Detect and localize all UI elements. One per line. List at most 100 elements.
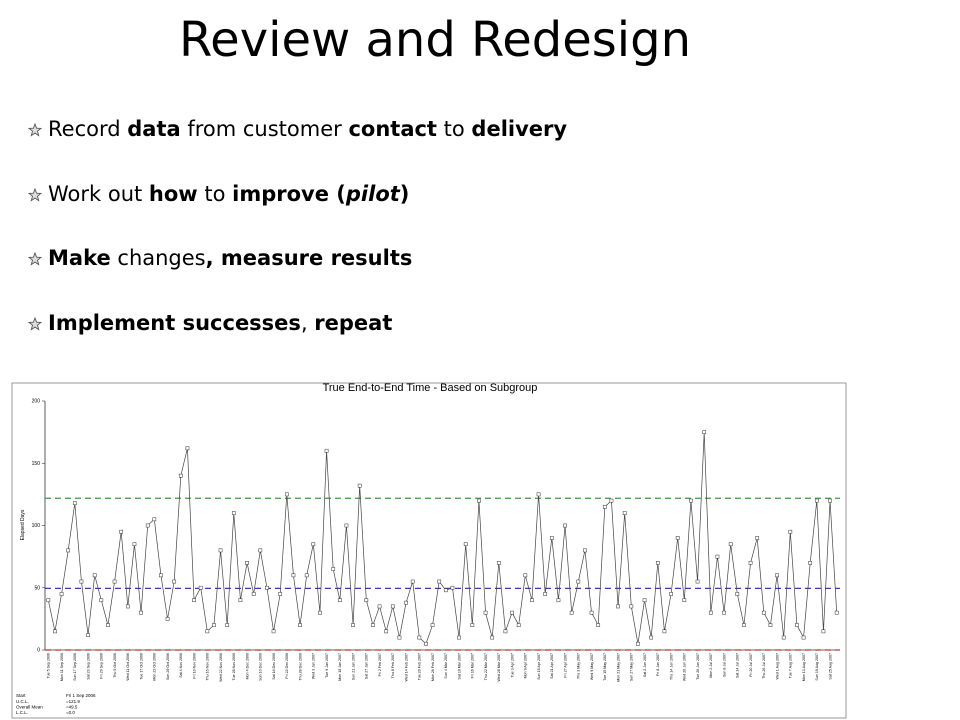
data-point xyxy=(814,498,819,503)
x-tick-label: Sun 8 Jul 2007 xyxy=(722,653,726,677)
data-point xyxy=(337,598,342,603)
data-point xyxy=(238,598,243,603)
x-tick-label: Wed 11 Oct 2006 xyxy=(126,653,130,681)
bullet-text: ) xyxy=(399,182,410,206)
data-line xyxy=(47,432,838,645)
data-point xyxy=(523,573,528,578)
data-point xyxy=(351,623,355,627)
data-point xyxy=(245,561,249,565)
data-point xyxy=(596,623,601,627)
data-point xyxy=(139,610,143,615)
x-tick-label: Thu 26 Jul 2007 xyxy=(762,653,766,679)
x-tick-label: Mon 13 Aug 2007 xyxy=(802,653,806,681)
x-tick-label: Wed 3 Jan 2007 xyxy=(312,653,316,679)
x-tick-label: Sun 27 May 2007 xyxy=(630,653,634,681)
x-tick-label: Fri 8 Jun 2007 xyxy=(656,653,660,676)
y-tick-label: 0 xyxy=(37,648,40,654)
bullet-text: changes xyxy=(110,246,206,270)
x-tick-label: Thu 14 Jun 2007 xyxy=(669,653,673,680)
bullet-icon xyxy=(27,251,43,266)
data-point xyxy=(298,623,302,627)
bullet-text: from customer xyxy=(180,117,349,141)
data-point xyxy=(178,473,183,478)
data-point xyxy=(132,542,137,547)
data-point xyxy=(616,604,620,609)
y-tick-label: 200 xyxy=(32,399,41,405)
x-tick-label: Thu 22 Mar 2007 xyxy=(484,653,488,680)
x-tick-label: Tue 28 Nov 2006 xyxy=(232,653,236,680)
bullet-text: Implement successes xyxy=(48,311,301,335)
data-point xyxy=(682,598,687,603)
data-point xyxy=(609,498,614,503)
x-tick-label: Tue 7 Aug 2007 xyxy=(789,653,793,678)
legend-value: =49.5 xyxy=(66,705,78,710)
data-point xyxy=(384,629,389,634)
data-point xyxy=(463,542,468,547)
x-tick-label: Sun 21 Jan 2007 xyxy=(351,653,355,680)
data-point xyxy=(218,548,223,553)
data-point xyxy=(331,567,336,571)
data-point xyxy=(602,504,607,509)
bullet-text: , xyxy=(300,311,315,335)
bullet-text: improve ( xyxy=(232,182,346,206)
data-point xyxy=(689,498,693,503)
bullet-text: Record xyxy=(48,117,128,141)
data-point xyxy=(119,529,124,534)
chart: True End-to-End Time - Based on Subgroup… xyxy=(11,382,847,719)
data-point xyxy=(397,635,402,640)
data-point xyxy=(722,610,726,615)
data-point xyxy=(788,529,793,534)
legend-value: =0.0 xyxy=(66,710,75,715)
data-point xyxy=(735,592,740,596)
bullet-icon xyxy=(27,316,43,331)
x-tick-label: Tue 3 Apr 2007 xyxy=(510,653,514,677)
data-point xyxy=(318,610,322,615)
data-point xyxy=(99,598,104,603)
bullet: Implement successes, repeat xyxy=(27,311,392,335)
data-point xyxy=(642,598,647,603)
data-point xyxy=(583,548,587,553)
data-point xyxy=(185,446,190,451)
x-tick-label: Wed 28 Mar 2007 xyxy=(497,653,501,682)
bullet-text: to xyxy=(197,182,233,206)
x-tick-label: Fri 2 Feb 2007 xyxy=(378,653,382,676)
data-point xyxy=(106,623,110,627)
legend-label: Overall Mean xyxy=(16,705,43,710)
x-tick-label: Tue 9 Jan 2007 xyxy=(325,653,329,678)
data-point xyxy=(437,579,442,584)
bullet-text: to xyxy=(436,117,472,141)
data-point xyxy=(265,585,269,590)
data-point xyxy=(483,610,488,615)
x-tick-label: Thu 3 May 2007 xyxy=(577,653,581,679)
legend-label: U.C.L. xyxy=(16,699,29,704)
data-point xyxy=(53,629,57,634)
legend-label: L.C.L. xyxy=(16,710,28,715)
x-tick-label: Fri 10 Nov 2006 xyxy=(192,653,196,679)
data-point xyxy=(821,629,826,634)
data-point xyxy=(198,585,203,590)
bullet: Work out how to improve (pilot) xyxy=(27,182,410,206)
data-point xyxy=(152,517,157,522)
data-point xyxy=(755,536,760,540)
bullet-text: contact xyxy=(348,117,437,141)
data-point xyxy=(59,592,64,596)
data-point xyxy=(410,579,415,584)
data-point xyxy=(781,635,786,640)
data-point xyxy=(165,617,170,621)
legend-value: Fri 1 Sep 2006 xyxy=(66,693,96,698)
data-point xyxy=(291,573,296,578)
x-tick-label: Fri 16 Mar 2007 xyxy=(471,653,475,678)
y-axis-label: Elapsed Days xyxy=(20,509,26,540)
x-tick-label: Mon 15 Jan 2007 xyxy=(338,653,342,681)
chart-frame xyxy=(11,382,847,719)
x-tick-label: Mon 21 May 2007 xyxy=(616,653,620,682)
x-tick-label: Sun 19 Aug 2007 xyxy=(815,653,819,681)
data-point xyxy=(761,610,766,615)
data-point xyxy=(748,561,753,565)
x-tick-label: Fri 20 Jul 2007 xyxy=(749,653,753,677)
data-point xyxy=(443,588,448,593)
x-tick-label: Sat 25 Aug 2007 xyxy=(828,653,832,680)
x-tick-label: Sat 2 Jun 2007 xyxy=(643,653,647,677)
data-point xyxy=(125,604,130,609)
data-point xyxy=(662,629,667,634)
